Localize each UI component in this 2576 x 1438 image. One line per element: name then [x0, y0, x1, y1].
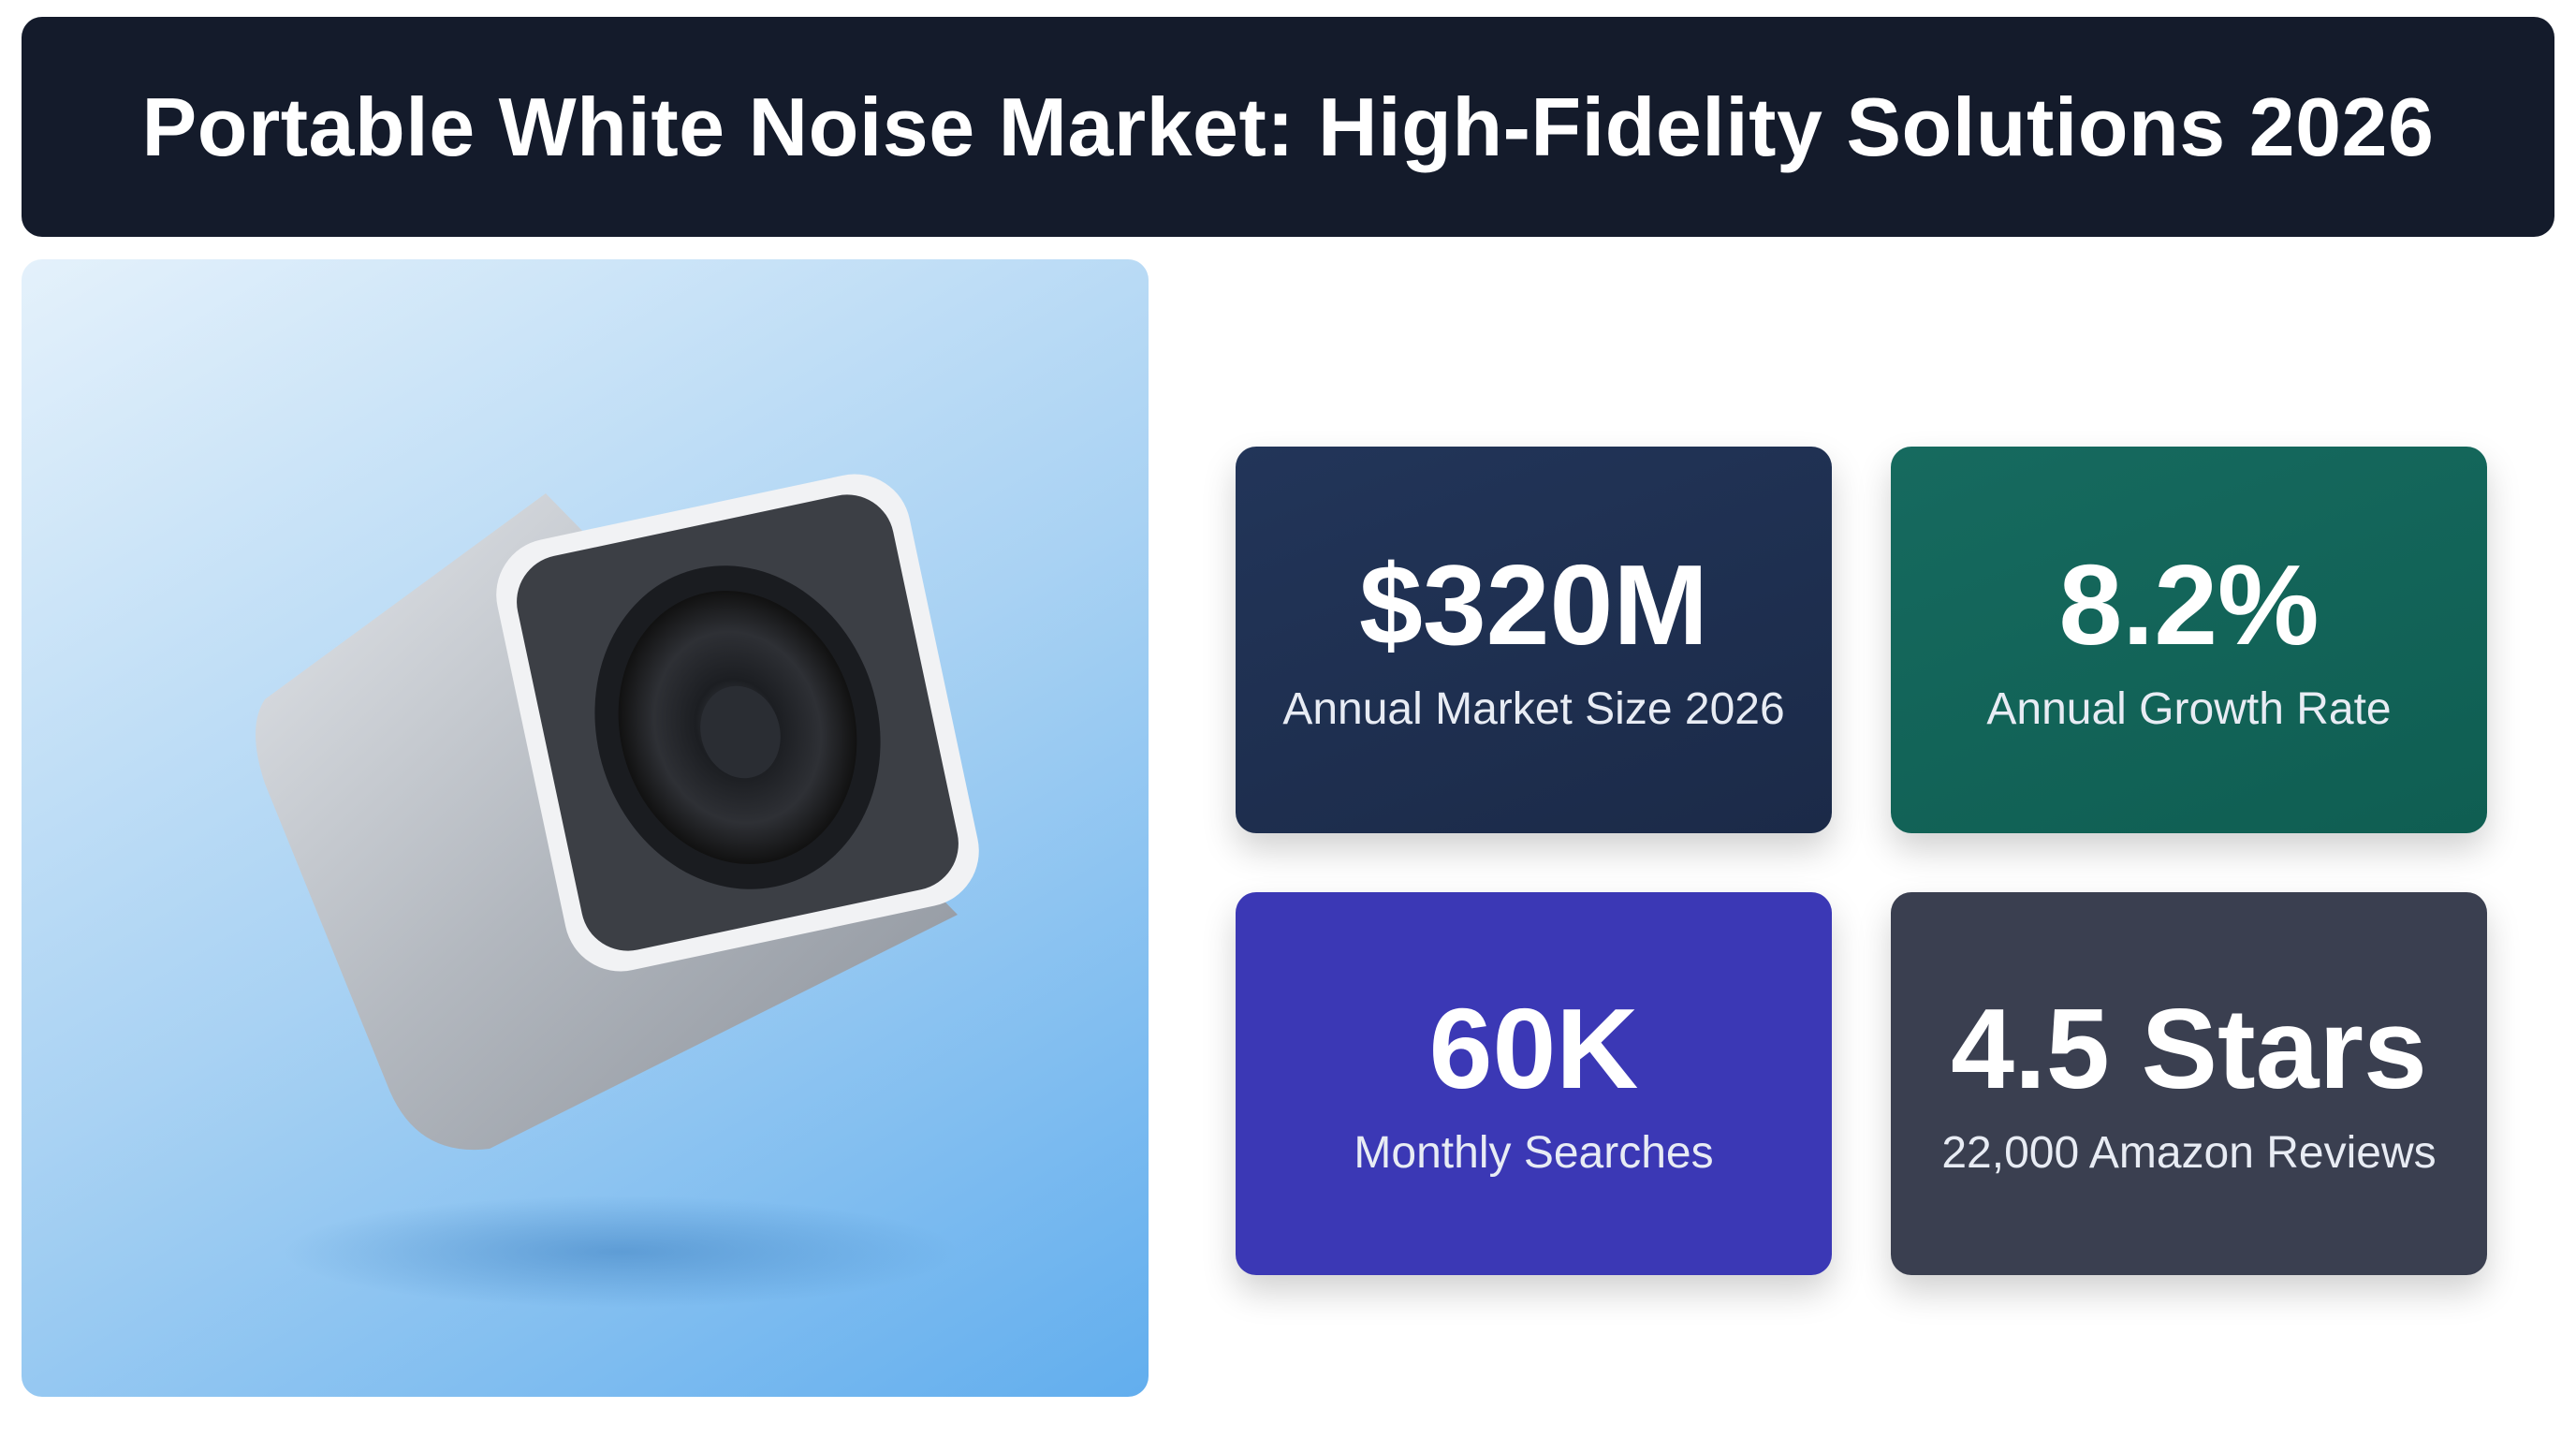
speaker-illustration	[256, 474, 979, 1308]
title: Portable White Noise Market: High-Fideli…	[141, 80, 2435, 173]
stat-label: Annual Market Size 2026	[1282, 684, 1785, 735]
stat-label: Monthly Searches	[1354, 1128, 1714, 1179]
speaker-dustcap	[700, 685, 781, 779]
shadow	[284, 1196, 958, 1308]
stat-card: 60K Monthly Searches	[1236, 892, 1832, 1275]
product-image	[22, 259, 1149, 1397]
stat-value: 4.5 Stars	[1951, 984, 2427, 1112]
stat-value: 8.2%	[2058, 540, 2320, 668]
stat-card: 8.2% Annual Growth Rate	[1891, 447, 2487, 833]
stat-value: $320M	[1358, 540, 1709, 668]
header: Portable White Noise Market: High-Fideli…	[22, 17, 2554, 237]
stat-value: 60K	[1428, 984, 1639, 1112]
stat-card: 4.5 Stars 22,000 Amazon Reviews	[1891, 892, 2487, 1275]
stat-label: 22,000 Amazon Reviews	[1941, 1128, 2437, 1179]
stat-card: $320M Annual Market Size 2026	[1236, 447, 1832, 833]
stat-label: Annual Growth Rate	[1986, 684, 2392, 735]
